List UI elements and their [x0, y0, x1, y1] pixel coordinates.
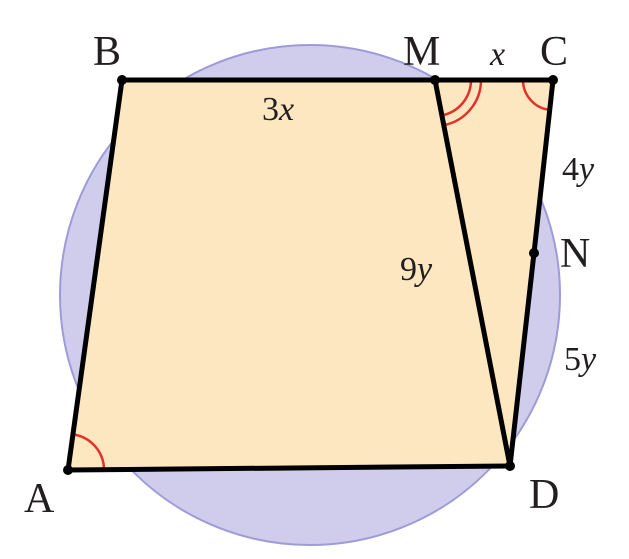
length-ND: 5y: [564, 341, 597, 378]
point-A: [63, 465, 73, 475]
label-M: M: [403, 29, 440, 75]
length-MD: 9y: [400, 251, 433, 288]
point-B: [117, 75, 127, 85]
label-A: A: [24, 476, 55, 522]
label-D: D: [529, 472, 559, 518]
length-MC: x: [489, 36, 505, 73]
geometry-diagram: A B M C N D 3x x 4y 5y 9y: [0, 0, 629, 559]
label-N: N: [560, 231, 590, 277]
trapezoid-ABMD: [68, 80, 510, 470]
label-C: C: [540, 29, 568, 75]
label-B: B: [93, 29, 121, 75]
length-BM: 3x: [262, 91, 294, 128]
point-M: [430, 75, 440, 85]
point-C: [548, 75, 558, 85]
point-D: [505, 461, 515, 471]
point-N: [529, 248, 539, 258]
length-CN: 4y: [562, 151, 595, 188]
